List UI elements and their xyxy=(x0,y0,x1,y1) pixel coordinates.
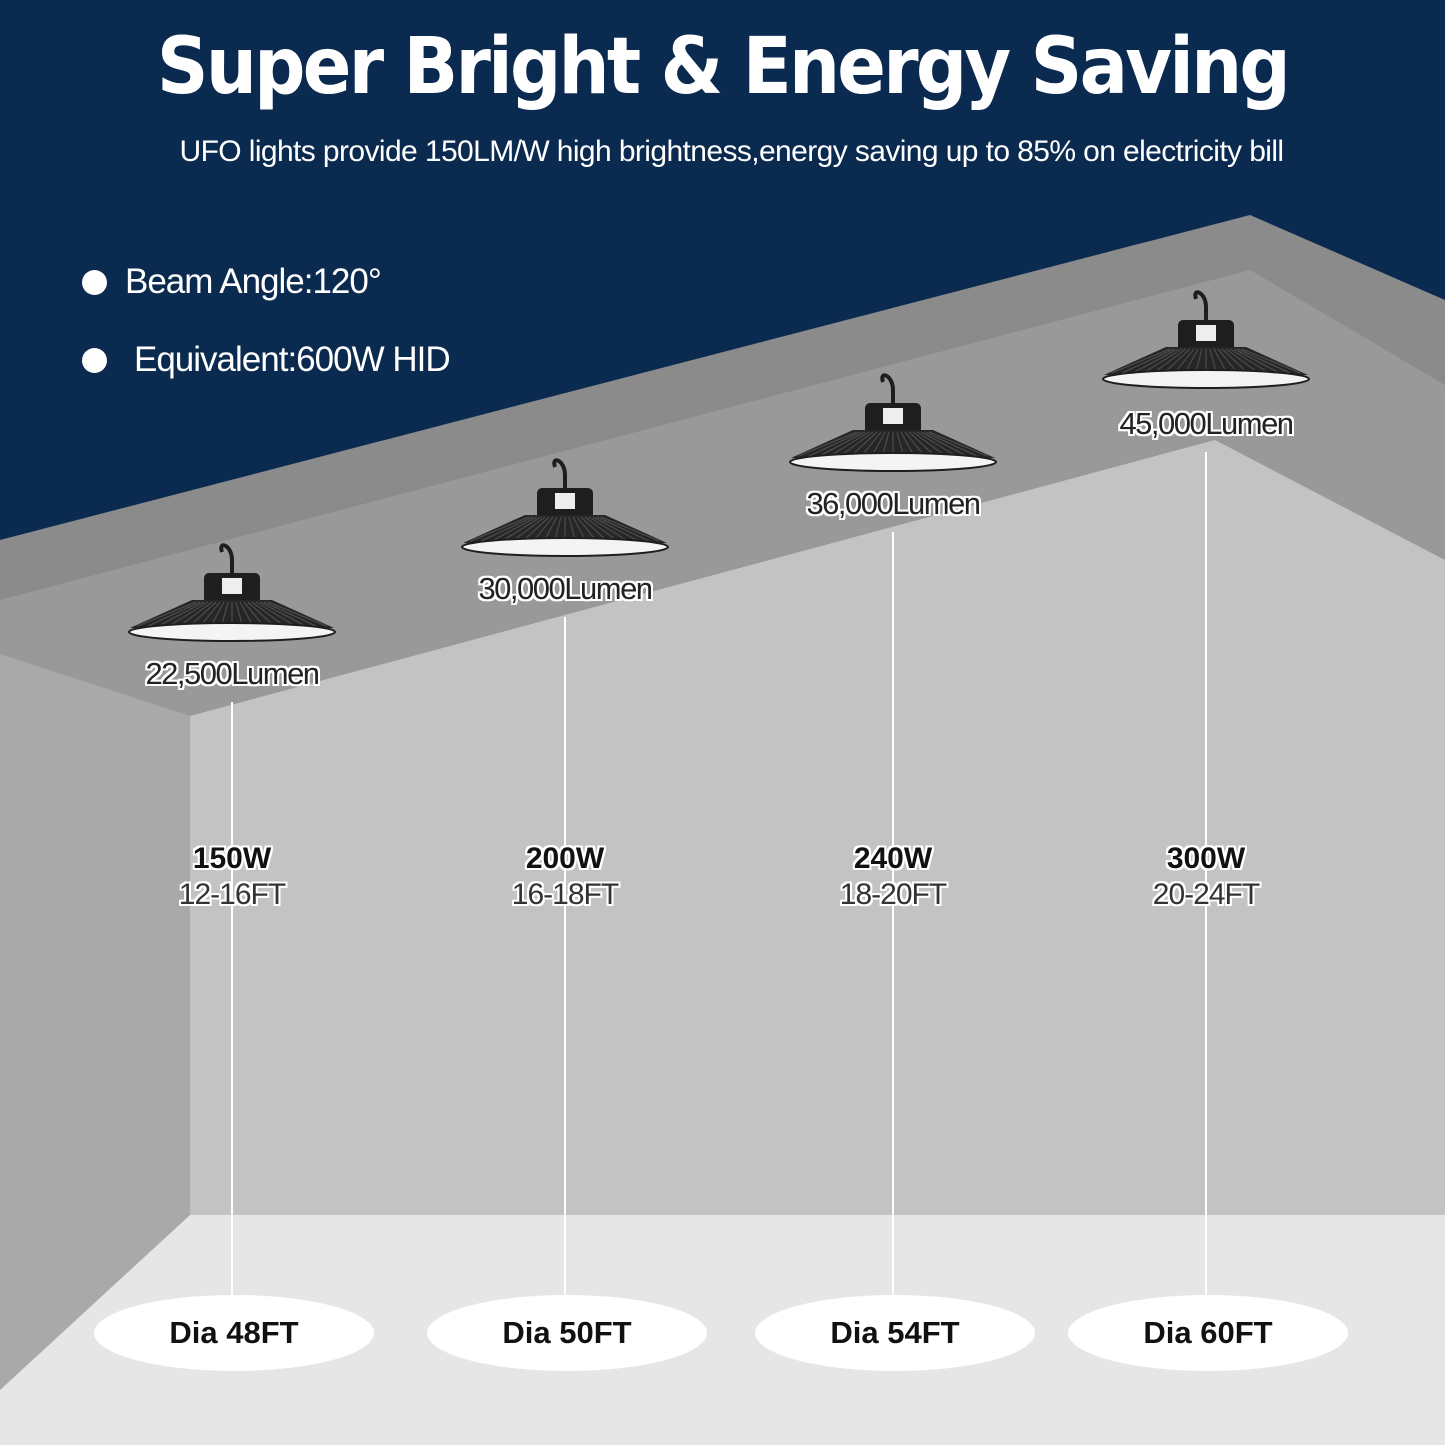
left-wall xyxy=(0,654,190,1390)
wattage-label: 240W xyxy=(853,842,933,875)
mounting-height-label: 18-20FT xyxy=(839,878,947,911)
feature-beam-angle: Beam Angle:120° xyxy=(82,262,382,302)
ufo-high-bay-lamp-icon xyxy=(128,543,336,642)
mounting-height-label: 12-16FT xyxy=(178,878,286,911)
circle-bullet-icon xyxy=(82,347,107,373)
diameter-label: Dia 54FT xyxy=(830,1315,960,1350)
page-title: Super Bright & Energy Saving xyxy=(156,22,1291,112)
lumen-label: 30,000Lumen xyxy=(478,571,653,606)
ufo-high-bay-lamp-icon xyxy=(1102,290,1310,389)
mounting-height-label: 20-24FT xyxy=(1152,878,1260,911)
feature-equivalent: Equivalent:600W HID xyxy=(82,340,451,380)
light-diameter-ellipse: Dia 50FT xyxy=(427,1295,707,1371)
lumen-label: 45,000Lumen xyxy=(1119,406,1294,441)
wattage-label: 150W xyxy=(192,842,272,875)
mounting-height-label: 16-18FT xyxy=(511,878,619,911)
light-diameter-ellipse: Dia 60FT xyxy=(1068,1295,1348,1371)
wattage-label: 300W xyxy=(1166,842,1246,875)
lumen-label: 36,000Lumen xyxy=(806,486,981,521)
feature-label: Equivalent:600W HID xyxy=(134,340,451,379)
wattage-label: 200W xyxy=(525,842,605,875)
circle-bullet-icon xyxy=(82,269,107,295)
feature-label: Beam Angle:120° xyxy=(125,262,382,301)
lumen-label: 22,500Lumen xyxy=(145,656,320,691)
light-diameter-ellipse: Dia 54FT xyxy=(755,1295,1035,1371)
diameter-label: Dia 48FT xyxy=(169,1315,299,1350)
light-diameter-ellipse: Dia 48FT xyxy=(94,1295,374,1371)
page-subtitle: UFO lights provide 150LM/W high brightne… xyxy=(179,135,1285,168)
floor xyxy=(0,1215,1445,1445)
diameter-label: Dia 60FT xyxy=(1143,1315,1273,1350)
diameter-label: Dia 50FT xyxy=(502,1315,632,1350)
back-wall xyxy=(190,440,1445,1215)
ufo-high-bay-lamp-icon xyxy=(461,458,669,557)
ufo-high-bay-lamp-icon xyxy=(789,373,997,472)
